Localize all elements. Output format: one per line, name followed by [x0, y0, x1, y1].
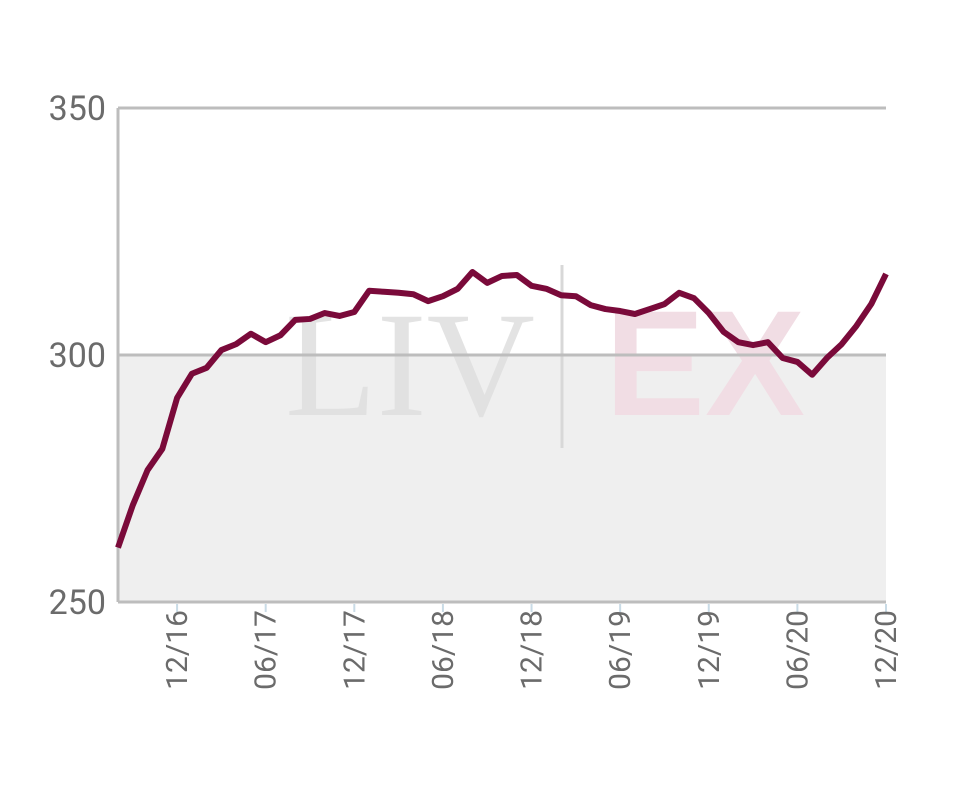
x-tick-label: 12/19	[692, 610, 727, 690]
y-tick-label: 250	[49, 583, 106, 623]
x-tick-label: 06/18	[426, 610, 461, 690]
y-tick-label: 350	[49, 89, 106, 129]
line	[115, 269, 889, 549]
x-tick-label: 12/16	[160, 610, 195, 690]
x-tick-label: 06/19	[603, 610, 638, 690]
x-tick-label: 06/17	[249, 610, 284, 690]
shaded-band	[118, 355, 886, 602]
x-tick-label: 12/20	[869, 610, 904, 690]
watermark: LIV	[285, 282, 535, 448]
x-tick-label: 06/20	[780, 610, 815, 690]
x-tick-label: 12/18	[515, 610, 550, 690]
x-tick-label: 12/17	[337, 610, 372, 690]
watermark: EX	[605, 279, 805, 447]
y-tick-label: 300	[49, 336, 106, 376]
